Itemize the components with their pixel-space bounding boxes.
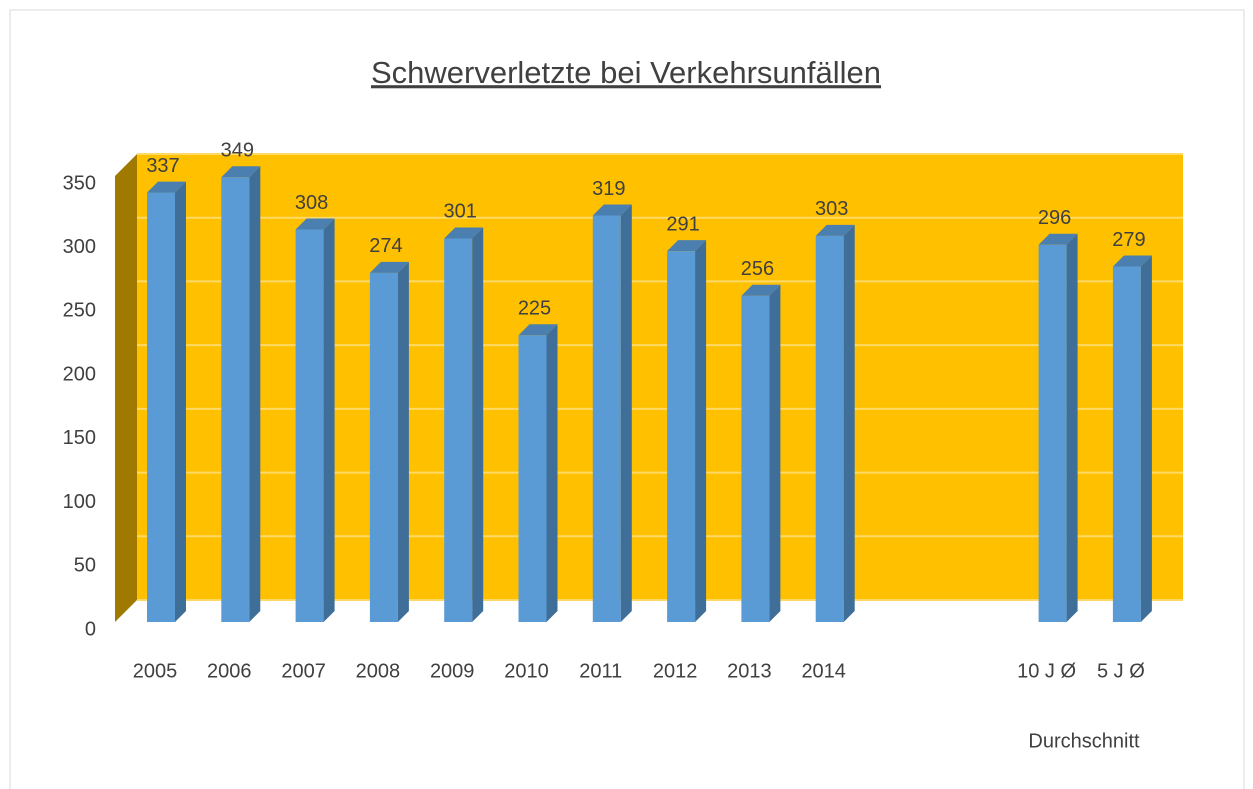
data-label: 274 <box>369 235 402 257</box>
bar-front <box>295 229 324 622</box>
bar-front <box>815 235 844 623</box>
bar-side <box>695 240 707 622</box>
data-label: 225 <box>518 298 551 320</box>
x-tick-label: 2006 <box>207 660 252 682</box>
x-tick-label: 2005 <box>133 660 178 682</box>
data-label: 319 <box>592 178 625 200</box>
bar-side <box>1066 233 1078 622</box>
bar-top <box>221 166 261 178</box>
x-tick-label: 2007 <box>281 660 326 682</box>
bar-top <box>1038 233 1078 245</box>
y-tick-label: 0 <box>85 618 96 640</box>
bar <box>667 240 707 622</box>
bar-top <box>815 224 855 236</box>
x-tick-label: 10 J Ø <box>1017 660 1076 682</box>
x-tick-label: 2008 <box>356 660 401 682</box>
y-tick-label: 100 <box>63 491 96 513</box>
bar <box>295 218 335 622</box>
bar-side <box>620 204 632 622</box>
bar-side <box>1140 255 1152 622</box>
x-tick-label: 2012 <box>653 660 698 682</box>
data-label: 256 <box>741 258 774 280</box>
bar-front <box>147 192 175 622</box>
y-tick-label: 350 <box>63 172 96 194</box>
bar-top <box>295 218 335 230</box>
data-label: 296 <box>1038 207 1071 229</box>
x-tick-label: 2011 <box>579 660 622 682</box>
bar-top <box>369 261 409 273</box>
bar-side <box>175 181 186 622</box>
y-tick-label: 150 <box>63 427 96 449</box>
bar-side <box>843 224 855 623</box>
bar-front <box>1112 266 1141 622</box>
bar-front <box>518 335 547 622</box>
bar-top <box>444 227 484 239</box>
bar-side <box>769 284 781 622</box>
bar-front <box>592 215 621 622</box>
bar-side <box>546 324 558 622</box>
x-tick-label: 2013 <box>727 660 772 682</box>
data-label: 301 <box>444 201 477 223</box>
y-tick-label: 50 <box>74 555 96 577</box>
bar-front <box>1038 244 1067 622</box>
bar-front <box>369 272 398 622</box>
bar <box>518 324 558 622</box>
bar <box>147 181 186 622</box>
data-label: 349 <box>221 140 254 162</box>
bar-top <box>592 204 632 216</box>
bar <box>221 166 261 622</box>
bar-front <box>741 295 770 622</box>
x-tick-label: 2014 <box>801 660 846 682</box>
bar <box>1038 233 1078 622</box>
bar <box>741 284 781 622</box>
bar <box>1112 255 1152 622</box>
bar-top <box>667 240 707 252</box>
bar-front <box>221 177 250 622</box>
bar-side <box>323 218 335 622</box>
bar <box>369 261 409 622</box>
bar-top <box>741 284 781 296</box>
walls <box>115 153 1183 622</box>
bar-top <box>518 324 558 336</box>
x-axis-label: Durchschnitt <box>1028 730 1140 752</box>
back-wall <box>137 154 1183 600</box>
bar <box>592 204 632 622</box>
x-tick-label: 5 J Ø <box>1097 660 1145 682</box>
bar <box>444 227 484 622</box>
bar <box>815 224 855 623</box>
x-tick-label: 2009 <box>430 660 475 682</box>
bar-top <box>1112 255 1152 267</box>
bar-side <box>472 227 484 622</box>
chart-title: Schwerverletzte bei Verkehrsunfällen <box>371 55 881 90</box>
bar-side <box>249 166 261 622</box>
data-label: 291 <box>666 213 699 235</box>
bar-side <box>397 261 409 622</box>
bar-top <box>147 181 186 193</box>
bar-front <box>444 238 473 622</box>
y-tick-label: 200 <box>63 363 96 385</box>
data-label: 279 <box>1112 229 1145 251</box>
y-tick-label: 300 <box>63 236 96 258</box>
side-wall <box>115 154 137 622</box>
data-label: 337 <box>146 155 179 177</box>
data-label: 303 <box>815 198 848 220</box>
y-tick-label: 250 <box>63 300 96 322</box>
bar-front <box>667 251 696 622</box>
x-tick-label: 2010 <box>504 660 549 682</box>
data-label: 308 <box>295 192 328 214</box>
